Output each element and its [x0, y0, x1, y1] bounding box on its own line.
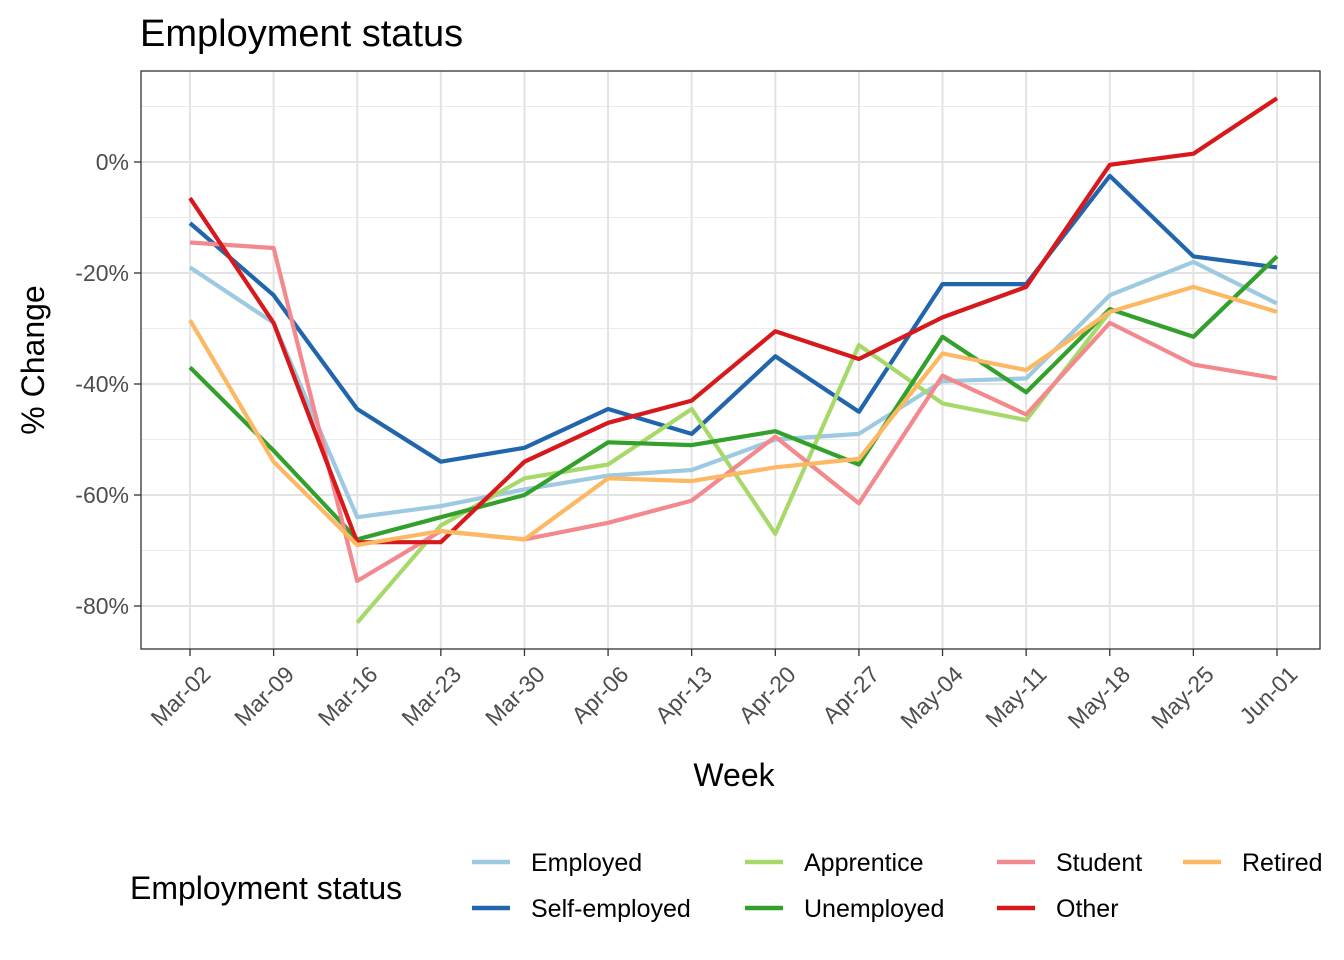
x-tick-label: Apr-06: [566, 661, 633, 728]
legend-label: Employed: [531, 849, 642, 877]
legend-label: Apprentice: [804, 849, 924, 877]
legend-label: Unemployed: [804, 895, 944, 923]
x-tick-label: May-04: [895, 661, 968, 734]
x-tick-label: Mar-23: [396, 661, 466, 731]
legend: Employed Self-employed Apprentice Unemploye…: [472, 849, 1323, 923]
x-axis-title: Week: [693, 757, 775, 793]
series-line-self-employed: [188, 173, 1278, 464]
legend-label: Retired: [1242, 849, 1323, 877]
x-axis-ticks: Mar-02 Mar-09 Mar-16 Mar-23 Mar-30 Apr-06 Apr-…: [146, 649, 1302, 734]
chart-title: Employment status: [140, 13, 463, 55]
x-tick-label: Mar-09: [229, 661, 299, 731]
plot-panel-border: [140, 70, 1321, 650]
series-line-employed: [188, 259, 1278, 520]
x-tick-label: Mar-30: [480, 661, 550, 731]
x-tick-label: Mar-02: [146, 661, 216, 731]
y-tick-label: -20%: [75, 260, 129, 286]
major-gridlines: [141, 71, 1320, 649]
x-tick-label: Jun-01: [1234, 661, 1302, 729]
series-lines: [188, 96, 1279, 624]
y-axis-title: % Change: [15, 285, 51, 434]
series-line-retired: [188, 284, 1278, 548]
legend-label: Other: [1056, 895, 1119, 923]
x-tick-label: Apr-20: [734, 661, 801, 728]
legend-label: Student: [1056, 849, 1142, 877]
x-tick-label: May-11: [980, 661, 1051, 732]
x-tick-label: Apr-27: [817, 661, 884, 728]
y-tick-label: -60%: [75, 482, 129, 508]
legend-title: Employment status: [130, 870, 402, 906]
x-tick-label: May-18: [1063, 661, 1136, 734]
y-tick-label: 0%: [96, 149, 129, 175]
x-tick-label: May-25: [1146, 661, 1219, 734]
y-tick-label: -40%: [75, 371, 129, 397]
x-tick-label: Mar-16: [313, 661, 383, 731]
y-axis-ticks: 0% -20% -40% -60% -80%: [75, 149, 141, 619]
series-line-student: [189, 240, 1278, 584]
y-tick-label: -80%: [75, 593, 129, 619]
minor-gridlines: [141, 106, 1320, 551]
x-tick-label: Apr-13: [650, 661, 717, 728]
legend-label: Self-employed: [531, 895, 691, 923]
